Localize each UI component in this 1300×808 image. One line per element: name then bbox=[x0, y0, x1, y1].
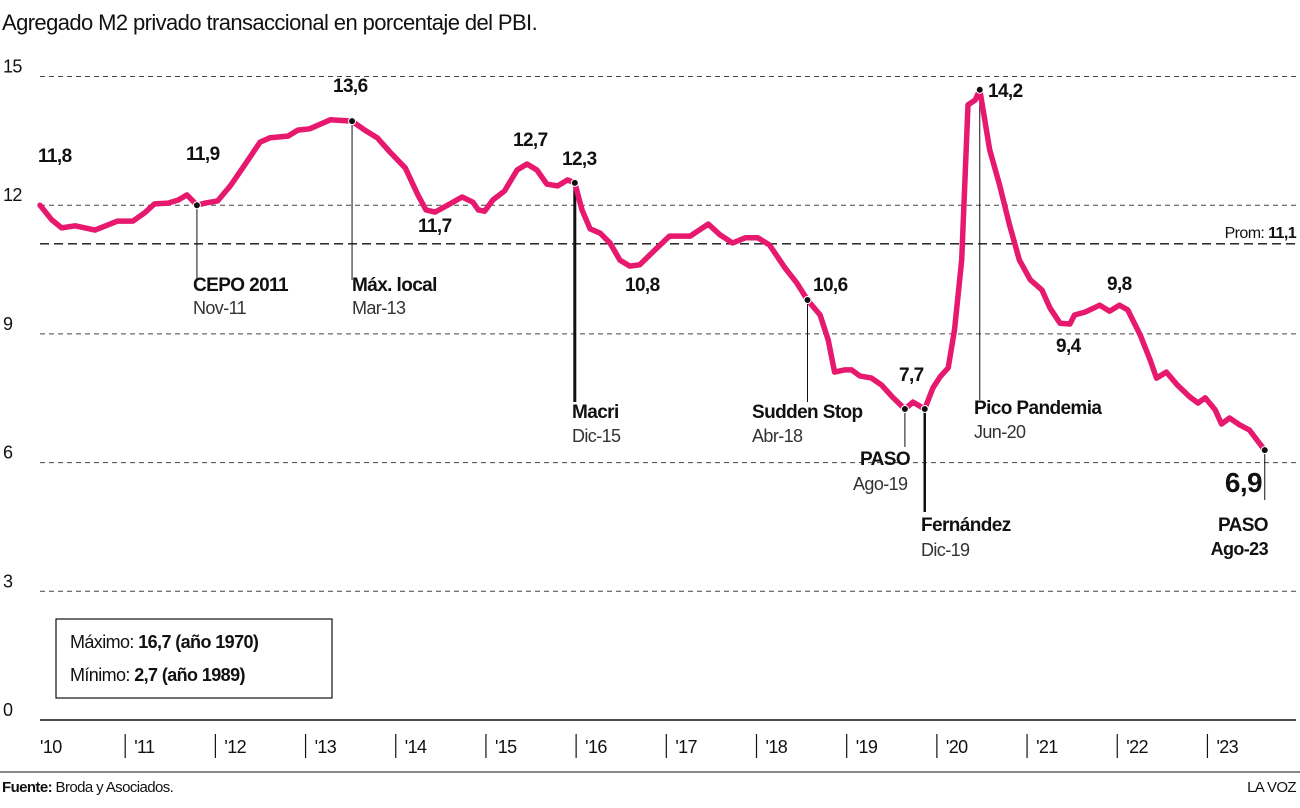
date-annotation: Dic-15 bbox=[572, 426, 621, 446]
x-tick-label: '20 bbox=[946, 737, 968, 757]
x-tick-label: '21 bbox=[1036, 737, 1058, 757]
max-text: Máximo: 16,7 (año 1970) bbox=[70, 632, 259, 652]
y-tick-label: 6 bbox=[3, 443, 13, 463]
value-annotation: 13,6 bbox=[333, 76, 368, 97]
source-text: Broda y Asociados. bbox=[56, 779, 174, 796]
value-annotation: 11,7 bbox=[418, 216, 452, 237]
y-tick-label: 9 bbox=[3, 314, 13, 334]
max-label: Máximo: bbox=[70, 632, 134, 652]
event-annotation: PASO bbox=[860, 449, 910, 470]
value-annotation: 14,2 bbox=[988, 81, 1023, 102]
value-annotation: 9,8 bbox=[1107, 274, 1132, 295]
value-annotation: 7,7 bbox=[899, 365, 924, 386]
source: Fuente: Broda y Asociados. bbox=[2, 779, 173, 796]
x-tick-label: '22 bbox=[1126, 737, 1148, 757]
x-tick-label: '16 bbox=[585, 737, 607, 757]
point-marker bbox=[920, 404, 929, 413]
average-value: 11,1 bbox=[1268, 225, 1297, 242]
point-marker bbox=[803, 296, 812, 305]
average-text: Prom: 11,1 bbox=[1225, 225, 1297, 242]
value-annotation: 11,8 bbox=[38, 146, 72, 167]
x-tick-label: '11 bbox=[134, 737, 155, 757]
y-tick-label: 12 bbox=[3, 185, 22, 205]
x-tick-label: '19 bbox=[856, 737, 878, 757]
date-annotation: Nov-11 bbox=[193, 298, 247, 318]
point-marker bbox=[975, 85, 984, 94]
event-annotation: Máx. local bbox=[352, 275, 437, 296]
point-marker bbox=[192, 201, 201, 210]
x-tick-label: '23 bbox=[1216, 737, 1238, 757]
date-annotation: Jun-20 bbox=[974, 422, 1026, 442]
y-tick-label: 3 bbox=[3, 571, 13, 591]
value-annotation: 12,3 bbox=[562, 149, 597, 170]
date-annotation: Mar-13 bbox=[352, 298, 406, 318]
value-annotation: 10,8 bbox=[625, 275, 660, 296]
x-tick-label: '13 bbox=[315, 737, 337, 757]
event-annotation: Sudden Stop bbox=[752, 402, 863, 423]
min-value: 2,7 (año 1989) bbox=[134, 665, 245, 685]
min-label: Mínimo: bbox=[70, 665, 130, 685]
date-annotation: Abr-18 bbox=[752, 426, 803, 446]
x-tick-label: '10 bbox=[40, 737, 62, 757]
date-annotation: Dic-19 bbox=[921, 540, 970, 560]
x-tick-label: '18 bbox=[766, 737, 788, 757]
point-marker bbox=[348, 117, 357, 126]
y-tick-label: 0 bbox=[3, 700, 13, 720]
min-text: Mínimo: 2,7 (año 1989) bbox=[70, 665, 245, 685]
event-annotation: CEPO 2011 bbox=[193, 275, 289, 296]
x-tick-label: '14 bbox=[405, 737, 427, 757]
data-line bbox=[37, 87, 1268, 453]
value-annotation: 10,6 bbox=[813, 275, 848, 296]
event-annotation: Pico Pandemia bbox=[974, 398, 1102, 419]
event-annotation: Fernández bbox=[921, 515, 1011, 536]
chart-title: Agregado M2 privado transaccional en por… bbox=[2, 10, 537, 35]
y-tick-label: 15 bbox=[3, 57, 22, 77]
stats-box bbox=[55, 618, 333, 699]
value-annotation: 11,9 bbox=[186, 144, 220, 165]
brand: LA VOZ bbox=[1247, 779, 1296, 796]
x-tick-label: '12 bbox=[224, 737, 246, 757]
x-tick-label: '17 bbox=[675, 737, 697, 757]
event-annotation: PASO bbox=[1218, 515, 1268, 536]
average-label: Prom: bbox=[1225, 225, 1265, 242]
date-annotation: Ago-23 bbox=[1211, 539, 1269, 559]
event-annotation: Macri bbox=[572, 402, 619, 423]
point-marker bbox=[900, 404, 909, 413]
max-value: 16,7 (año 1970) bbox=[138, 632, 259, 652]
x-tick-label: '15 bbox=[495, 737, 517, 757]
date-annotation: Ago-19 bbox=[853, 474, 908, 494]
value-annotation: 6,9 bbox=[1225, 467, 1262, 498]
point-marker bbox=[570, 178, 579, 187]
value-annotation: 9,4 bbox=[1056, 336, 1082, 357]
point-marker bbox=[1260, 446, 1269, 455]
value-annotation: 12,7 bbox=[513, 130, 548, 151]
source-label: Fuente: bbox=[2, 779, 52, 796]
